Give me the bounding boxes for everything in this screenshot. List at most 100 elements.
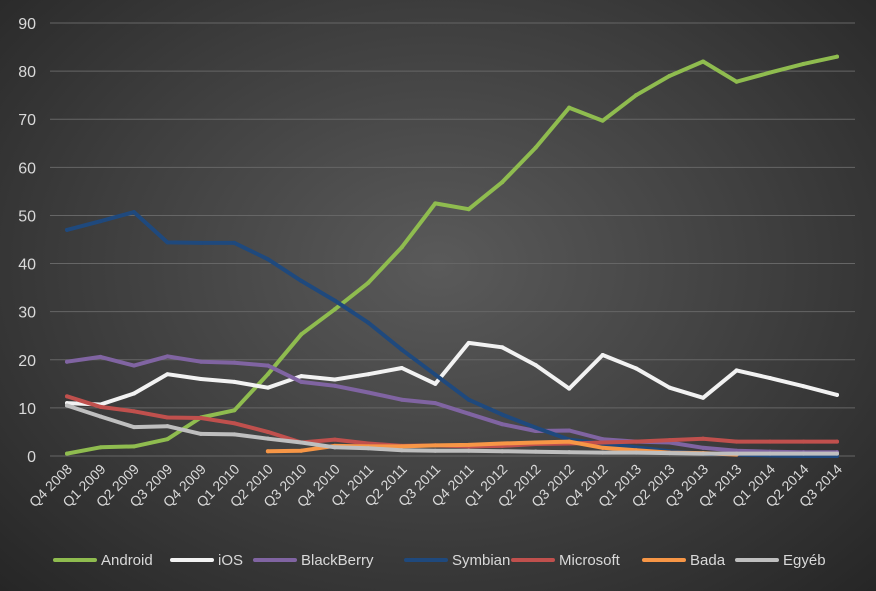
data-point bbox=[533, 440, 538, 445]
legend-label: Microsoft bbox=[559, 552, 621, 569]
data-point bbox=[131, 363, 136, 368]
data-point bbox=[65, 394, 69, 399]
data-point bbox=[835, 392, 839, 397]
data-point bbox=[768, 376, 773, 381]
series-6 bbox=[65, 403, 839, 456]
legend-label: Bada bbox=[690, 552, 726, 569]
data-point bbox=[232, 421, 237, 426]
data-point bbox=[667, 451, 672, 456]
y-tick-label: 30 bbox=[18, 305, 36, 322]
y-axis-ticks: 0 10 20 30 40 50 60 70 80 90 bbox=[18, 16, 36, 466]
y-tick-label: 20 bbox=[18, 353, 36, 370]
data-point bbox=[600, 437, 605, 442]
data-point bbox=[734, 439, 739, 444]
data-point bbox=[500, 422, 505, 427]
data-point bbox=[265, 385, 270, 390]
data-point bbox=[634, 366, 639, 371]
data-point bbox=[466, 340, 471, 345]
data-point bbox=[232, 432, 237, 437]
data-point bbox=[433, 381, 438, 386]
data-point bbox=[667, 73, 672, 78]
data-point bbox=[131, 409, 136, 414]
data-point bbox=[701, 59, 706, 64]
data-point bbox=[399, 448, 404, 453]
data-point bbox=[500, 441, 505, 446]
y-tick-label: 10 bbox=[18, 401, 36, 418]
data-point bbox=[165, 437, 170, 442]
data-point bbox=[265, 429, 270, 434]
data-point bbox=[131, 444, 136, 449]
data-point bbox=[65, 403, 69, 408]
data-point bbox=[567, 439, 572, 444]
series-3 bbox=[65, 210, 839, 458]
data-point bbox=[466, 448, 471, 453]
y-tick-label: 60 bbox=[18, 160, 36, 177]
legend-label: iOS bbox=[218, 552, 243, 569]
data-point bbox=[500, 412, 505, 417]
data-point bbox=[500, 449, 505, 454]
data-point bbox=[701, 451, 706, 456]
data-point bbox=[701, 436, 706, 441]
data-point bbox=[533, 425, 538, 430]
data-point bbox=[600, 118, 605, 123]
data-point bbox=[198, 377, 203, 382]
data-point bbox=[265, 257, 270, 262]
data-point bbox=[768, 451, 773, 456]
data-point bbox=[332, 437, 337, 442]
data-point bbox=[265, 372, 270, 377]
data-point bbox=[466, 207, 471, 212]
data-point bbox=[701, 395, 706, 400]
data-point bbox=[299, 332, 304, 337]
data-point bbox=[600, 445, 605, 450]
y-tick-label: 70 bbox=[18, 112, 36, 129]
data-point bbox=[835, 439, 839, 444]
data-point bbox=[734, 79, 739, 84]
data-point bbox=[98, 445, 103, 450]
data-point bbox=[198, 415, 203, 420]
series-line bbox=[65, 54, 839, 456]
data-point bbox=[299, 278, 304, 283]
data-point bbox=[466, 397, 471, 402]
gridlines bbox=[50, 22, 855, 457]
series-line bbox=[65, 403, 839, 456]
data-point bbox=[433, 443, 438, 448]
data-point bbox=[366, 446, 371, 451]
data-point bbox=[634, 93, 639, 98]
data-point bbox=[399, 245, 404, 250]
data-point bbox=[332, 298, 337, 303]
data-point bbox=[65, 451, 69, 456]
data-point bbox=[500, 180, 505, 185]
data-point bbox=[366, 280, 371, 285]
data-point bbox=[567, 386, 572, 391]
legend: Android iOS BlackBerry Symbian Microsoft Bada… bbox=[53, 552, 826, 569]
data-point bbox=[533, 145, 538, 150]
data-point bbox=[801, 451, 806, 456]
data-point bbox=[567, 450, 572, 455]
data-point bbox=[600, 352, 605, 357]
data-point bbox=[835, 54, 839, 59]
data-point bbox=[299, 374, 304, 379]
legend-label: Symbian bbox=[452, 552, 510, 569]
data-point bbox=[65, 227, 69, 232]
data-point bbox=[98, 414, 103, 419]
legend-label: Egyéb bbox=[783, 552, 826, 569]
data-point bbox=[433, 201, 438, 206]
data-point bbox=[366, 390, 371, 395]
series-1 bbox=[65, 340, 839, 407]
data-point bbox=[667, 385, 672, 390]
data-point bbox=[131, 210, 136, 215]
legend-label: BlackBerry bbox=[301, 552, 374, 569]
series-0 bbox=[65, 54, 839, 456]
y-tick-label: 90 bbox=[18, 16, 36, 33]
data-point bbox=[768, 439, 773, 444]
data-point bbox=[366, 320, 371, 325]
data-point bbox=[98, 219, 103, 224]
data-point bbox=[600, 450, 605, 455]
series-lines bbox=[65, 54, 839, 458]
data-point bbox=[399, 365, 404, 370]
data-point bbox=[734, 368, 739, 373]
data-point bbox=[299, 379, 304, 384]
series-line bbox=[65, 394, 839, 449]
data-point bbox=[165, 415, 170, 420]
data-point bbox=[667, 438, 672, 443]
